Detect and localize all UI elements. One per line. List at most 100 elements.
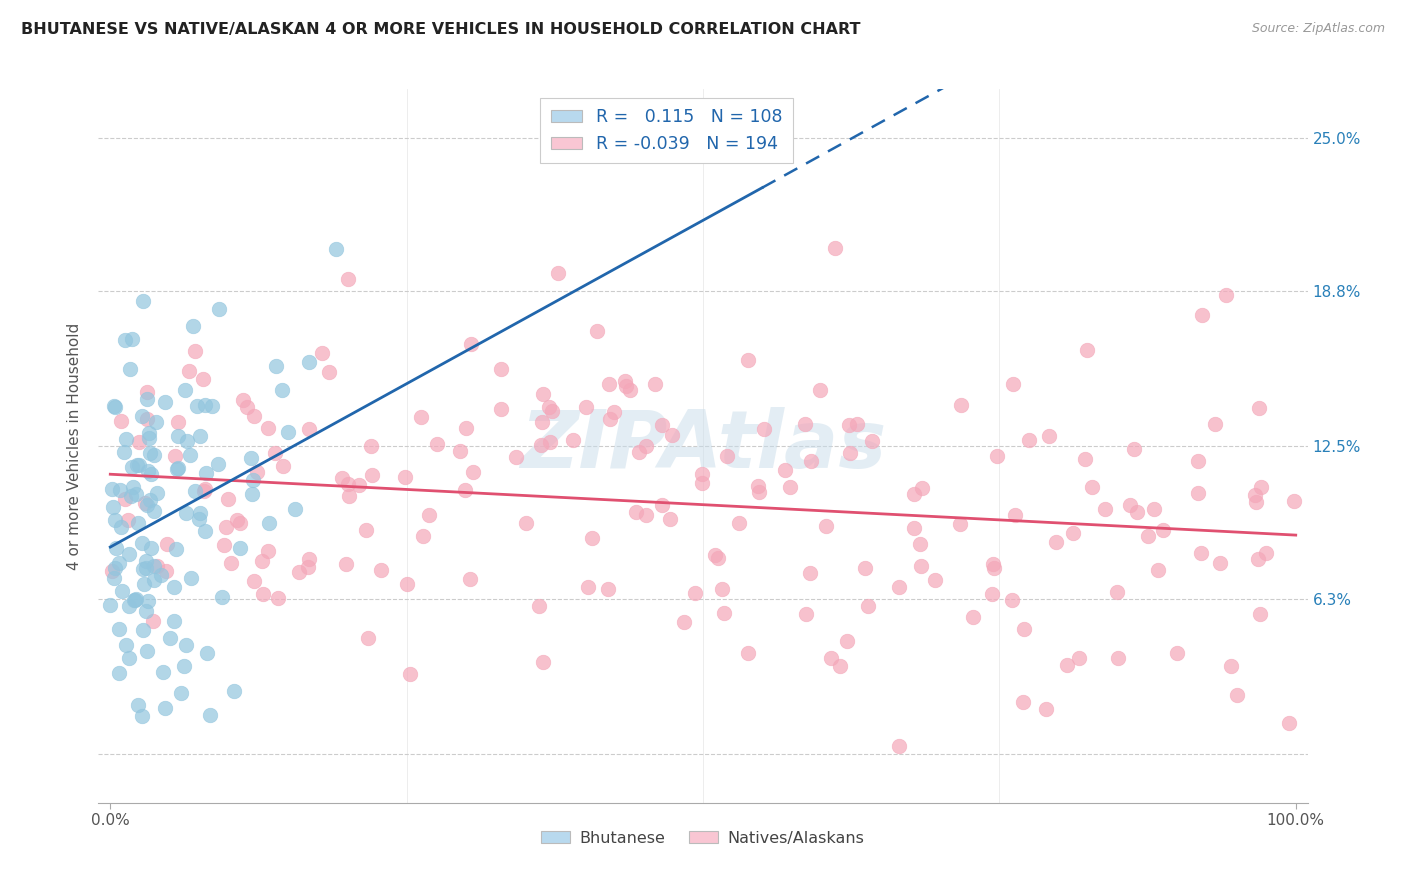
- Point: [598, 376, 620, 391]
- Point: [889, 739, 911, 753]
- Point: [505, 450, 527, 465]
- Point: [1076, 343, 1098, 358]
- Point: [201, 399, 224, 413]
- Point: [449, 443, 471, 458]
- Point: [858, 599, 880, 613]
- Point: [131, 409, 153, 423]
- Point: [1012, 695, 1035, 709]
- Point: [1187, 454, 1209, 468]
- Point: [141, 541, 163, 556]
- Point: [980, 587, 1002, 601]
- Point: [271, 383, 294, 397]
- Point: [585, 324, 607, 338]
- Point: [1123, 442, 1146, 456]
- Point: [242, 487, 264, 501]
- Point: [454, 420, 477, 434]
- Point: [143, 448, 166, 462]
- Point: [188, 429, 211, 443]
- Point: [515, 516, 537, 530]
- Point: [325, 242, 347, 256]
- Point: [412, 529, 434, 543]
- Point: [838, 446, 860, 460]
- Point: [222, 684, 245, 698]
- Point: [800, 453, 823, 467]
- Point: [141, 467, 163, 482]
- Point: [659, 512, 682, 526]
- Point: [903, 487, 925, 501]
- Point: [104, 561, 127, 575]
- Point: [127, 516, 149, 530]
- Point: [489, 362, 512, 376]
- Point: [174, 639, 197, 653]
- Point: [107, 556, 129, 570]
- Point: [267, 591, 290, 606]
- Point: [118, 599, 141, 613]
- Point: [105, 541, 128, 555]
- Point: [125, 591, 148, 606]
- Point: [1249, 607, 1271, 621]
- Point: [180, 572, 202, 586]
- Point: [1254, 546, 1277, 560]
- Point: [986, 450, 1008, 464]
- Point: [264, 359, 287, 374]
- Point: [166, 415, 188, 429]
- Point: [98, 598, 121, 612]
- Point: [128, 458, 150, 472]
- Point: [460, 336, 482, 351]
- Point: [236, 400, 259, 414]
- Point: [217, 491, 239, 506]
- Point: [145, 416, 167, 430]
- Point: [115, 432, 138, 446]
- Point: [1244, 488, 1267, 502]
- Point: [614, 378, 637, 392]
- Point: [908, 537, 931, 551]
- Point: [627, 445, 650, 459]
- Point: [252, 587, 274, 601]
- Point: [132, 562, 155, 576]
- Point: [395, 577, 418, 591]
- Point: [318, 365, 340, 379]
- Point: [135, 384, 157, 399]
- Point: [198, 708, 221, 723]
- Point: [170, 686, 193, 700]
- Point: [1250, 480, 1272, 494]
- Point: [1277, 715, 1299, 730]
- Point: [337, 489, 360, 503]
- Point: [636, 440, 658, 454]
- Point: [104, 513, 127, 527]
- Point: [530, 438, 553, 452]
- Text: ZIPAtlas: ZIPAtlas: [520, 407, 886, 485]
- Point: [541, 404, 564, 418]
- Point: [799, 566, 821, 581]
- Point: [103, 400, 125, 414]
- Point: [1067, 651, 1090, 665]
- Point: [257, 516, 280, 531]
- Point: [810, 384, 832, 398]
- Point: [752, 422, 775, 436]
- Point: [100, 482, 122, 496]
- Point: [228, 541, 250, 555]
- Point: [889, 580, 911, 594]
- Point: [634, 508, 657, 522]
- Point: [242, 473, 264, 487]
- Point: [250, 554, 273, 568]
- Point: [193, 484, 215, 499]
- Point: [1249, 401, 1271, 415]
- Point: [1226, 688, 1249, 702]
- Point: [118, 651, 141, 665]
- Point: [211, 591, 233, 605]
- Point: [173, 659, 195, 673]
- Point: [1244, 495, 1267, 509]
- Point: [163, 614, 186, 628]
- Point: [243, 574, 266, 589]
- Point: [575, 400, 598, 414]
- Point: [186, 399, 208, 413]
- Legend: Bhutanese, Natives/Alaskans: Bhutanese, Natives/Alaskans: [534, 824, 872, 852]
- Point: [1152, 523, 1174, 537]
- Point: [1014, 623, 1036, 637]
- Point: [1125, 505, 1147, 519]
- Point: [1189, 546, 1212, 560]
- Point: [207, 458, 229, 472]
- Point: [194, 398, 217, 412]
- Point: [136, 464, 159, 478]
